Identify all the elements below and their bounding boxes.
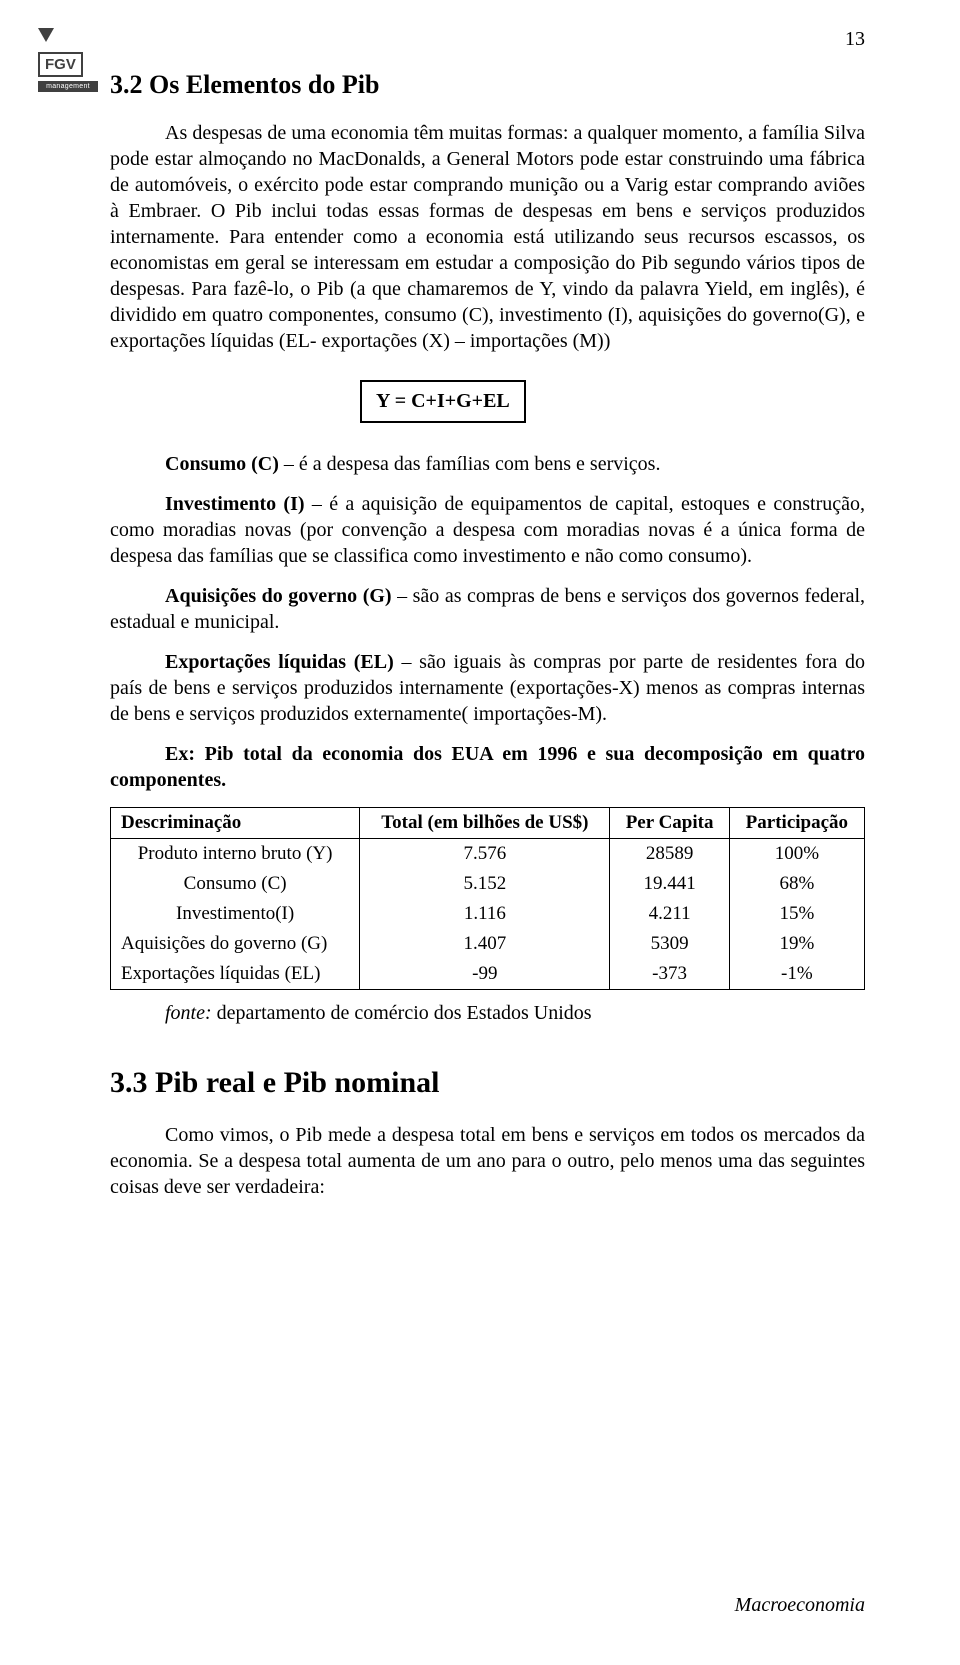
th-total: Total (em bilhões de US$) bbox=[360, 808, 610, 839]
table-cell: 19.441 bbox=[610, 869, 729, 899]
table-source: fonte: departamento de comércio dos Esta… bbox=[110, 1000, 865, 1026]
table-cell: 19% bbox=[729, 929, 864, 959]
pib-table: Descriminação Total (em bilhões de US$) … bbox=[110, 807, 865, 990]
table-cell: 100% bbox=[729, 839, 864, 870]
formula-box: Y = C+I+G+EL bbox=[360, 380, 526, 423]
table-cell: 7.576 bbox=[360, 839, 610, 870]
th-desc: Descriminação bbox=[111, 808, 360, 839]
table-cell: 1.407 bbox=[360, 929, 610, 959]
fgv-logo: FGV management bbox=[38, 28, 98, 92]
table-row: Produto interno bruto (Y) bbox=[111, 839, 360, 870]
def-exportacoes-label: Exportações líquidas (EL) bbox=[165, 651, 394, 673]
def-consumo-label: Consumo (C) bbox=[165, 453, 279, 475]
example-heading: Ex: Pib total da economia dos EUA em 199… bbox=[110, 741, 865, 793]
th-percapita: Per Capita bbox=[610, 808, 729, 839]
def-investimento-label: Investimento (I) bbox=[165, 493, 305, 515]
table-cell: -1% bbox=[729, 959, 864, 990]
def-governo: Aquisições do governo (G) – são as compr… bbox=[110, 583, 865, 635]
def-consumo-text: – é a despesa das famílias com bens e se… bbox=[279, 453, 661, 475]
def-exportacoes: Exportações líquidas (EL) – são iguais à… bbox=[110, 649, 865, 727]
logo-subtext: management bbox=[38, 81, 98, 92]
table-row: Investimento(I) bbox=[111, 899, 360, 929]
section2-title: 3.3 Pib real e Pib nominal bbox=[110, 1066, 865, 1100]
table-cell: 68% bbox=[729, 869, 864, 899]
page-number: 13 bbox=[845, 28, 865, 51]
table-row: Aquisições do governo (G) bbox=[111, 929, 360, 959]
table-cell: -99 bbox=[360, 959, 610, 990]
def-consumo: Consumo (C) – é a despesa das famílias c… bbox=[110, 451, 865, 477]
source-text: departamento de comércio dos Estados Uni… bbox=[212, 1002, 592, 1024]
logo-text: FGV bbox=[38, 52, 83, 77]
def-investimento: Investimento (I) – é a aquisição de equi… bbox=[110, 491, 865, 569]
intro-paragraph: As despesas de uma economia têm muitas f… bbox=[110, 120, 865, 354]
table-cell: 5.152 bbox=[360, 869, 610, 899]
section-title: 3.2 Os Elementos do Pib bbox=[110, 70, 865, 100]
logo-triangle-icon bbox=[38, 28, 54, 42]
table-cell: 1.116 bbox=[360, 899, 610, 929]
th-participacao: Participação bbox=[729, 808, 864, 839]
source-label: fonte: bbox=[165, 1002, 212, 1024]
table-cell: 28589 bbox=[610, 839, 729, 870]
table-row: Consumo (C) bbox=[111, 869, 360, 899]
def-governo-label: Aquisições do governo (G) bbox=[165, 585, 392, 607]
table-cell: 5309 bbox=[610, 929, 729, 959]
section2-paragraph: Como vimos, o Pib mede a despesa total e… bbox=[110, 1122, 865, 1200]
table-cell: -373 bbox=[610, 959, 729, 990]
table-cell: 15% bbox=[729, 899, 864, 929]
table-row: Exportações líquidas (EL) bbox=[111, 959, 360, 990]
footer-text: Macroeconomia bbox=[735, 1594, 865, 1617]
table-cell: 4.211 bbox=[610, 899, 729, 929]
